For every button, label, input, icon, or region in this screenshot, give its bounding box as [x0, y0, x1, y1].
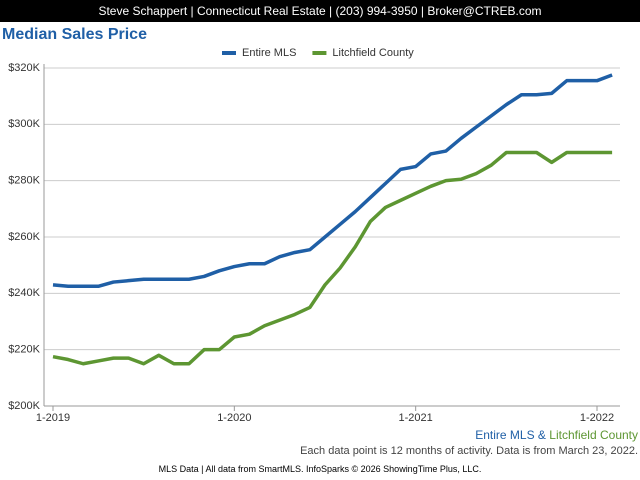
y-tick-label: $240K	[8, 287, 40, 299]
caption-series: Litchfield County	[549, 428, 638, 442]
legend-label: Entire MLS	[242, 47, 296, 59]
y-tick-label: $300K	[8, 118, 40, 130]
y-tick-label: $200K	[8, 400, 40, 412]
series-line	[52, 73, 613, 289]
caption: Entire MLS & Litchfield County	[475, 428, 638, 442]
x-tick-label: 1-2020	[217, 412, 251, 424]
chart-title: Median Sales Price	[2, 26, 147, 43]
credit: MLS Data | All data from SmartMLS. InfoS…	[158, 464, 482, 474]
series-line	[52, 150, 613, 366]
caption-series: Entire MLS	[475, 428, 535, 442]
footnote: Each data point is 12 months of activity…	[300, 445, 638, 457]
y-tick-label: $280K	[8, 175, 40, 187]
y-tick-label: $260K	[8, 231, 40, 243]
caption-joiner: &	[537, 428, 546, 442]
header: Steve Schappert | Connecticut Real Estat…	[0, 0, 640, 22]
y-tick-label: $320K	[8, 62, 40, 74]
x-tick-label: 1-2022	[580, 412, 614, 424]
legend-label: Litchfield County	[332, 47, 414, 59]
y-tick-label: $220K	[8, 344, 40, 356]
x-tick-label: 1-2019	[36, 412, 70, 424]
x-tick-label: 1-2021	[399, 412, 433, 424]
